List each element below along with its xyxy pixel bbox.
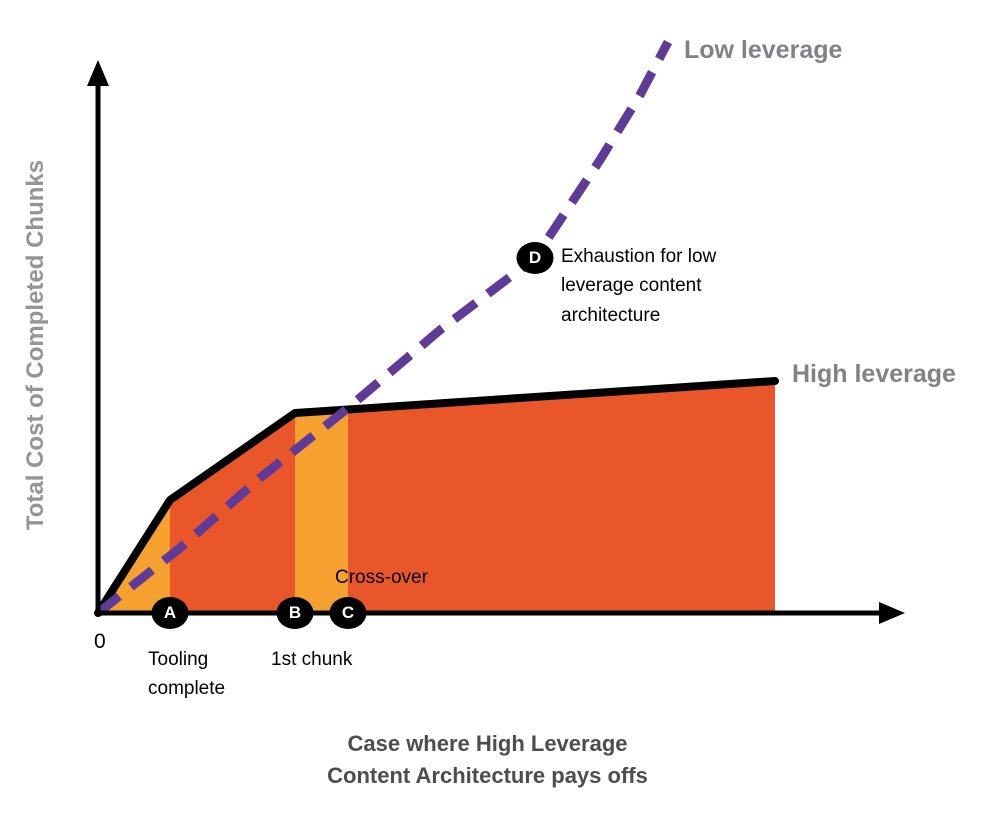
chart-title: Case where High Leverage Content Archite… bbox=[0, 728, 975, 792]
area-band-light bbox=[295, 381, 348, 613]
crossover-annotation: Cross-over bbox=[335, 567, 428, 588]
area-band-dark bbox=[348, 381, 775, 613]
tooling-complete-annotation: Tooling complete bbox=[148, 649, 226, 700]
chart-title-line-2: Content Architecture pays offs bbox=[327, 762, 648, 788]
high-leverage-line bbox=[94, 377, 779, 617]
series-line-layer bbox=[94, 39, 779, 617]
high-leverage-label: High leverage bbox=[792, 360, 956, 388]
origin-zero-label: 0 bbox=[94, 630, 106, 653]
chart-title-line-1: Case where High Leverage bbox=[347, 731, 628, 756]
exhaustion-annotation: Exhaustion for low leverage content arch… bbox=[561, 246, 717, 326]
low-leverage-line bbox=[95, 39, 672, 617]
low-leverage-label: Low leverage bbox=[684, 36, 843, 64]
x-axis-arrow-icon bbox=[879, 602, 905, 624]
y-axis-arrow-icon bbox=[87, 60, 109, 86]
axes-layer bbox=[87, 60, 905, 624]
y-axis-label: Total Cost of Completed Chunks bbox=[22, 159, 49, 531]
first-chunk-annotation: 1st chunk bbox=[271, 649, 353, 670]
area-band-dark bbox=[170, 381, 295, 613]
